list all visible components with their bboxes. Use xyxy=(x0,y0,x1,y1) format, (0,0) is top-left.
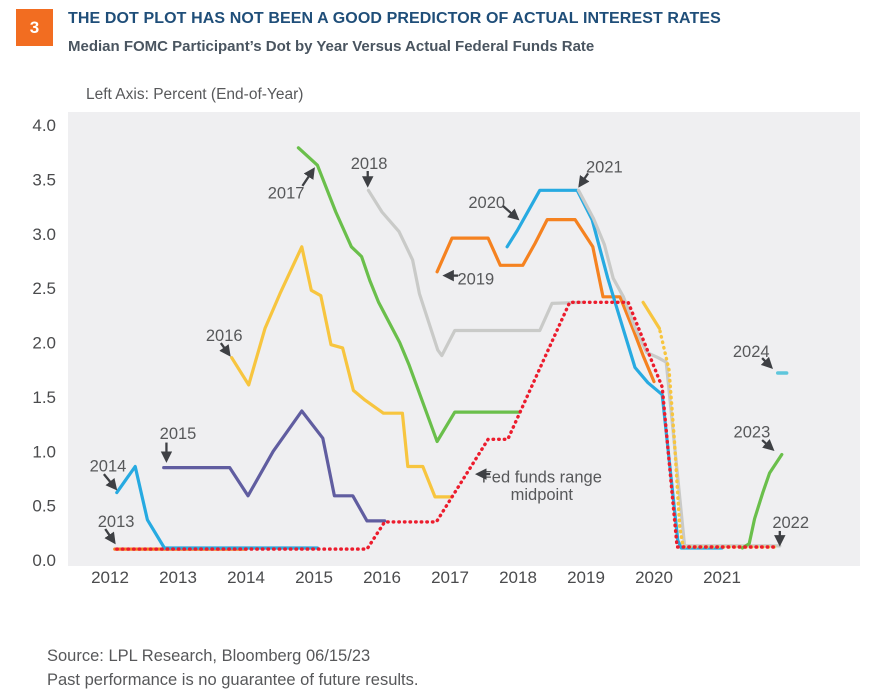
annotation-label: 2020 xyxy=(468,194,505,212)
x-tick-label: 2012 xyxy=(91,568,129,587)
y-tick-label: 3.5 xyxy=(32,170,56,189)
annotation-label: 2015 xyxy=(160,425,197,443)
annotation-label: 2014 xyxy=(90,457,127,475)
y-tick-label: 1.5 xyxy=(32,388,56,407)
y-tick-label: 0.0 xyxy=(32,551,56,570)
series-line-fed-funds-midpoint xyxy=(115,300,780,551)
annotation-arrow xyxy=(761,439,775,451)
y-tick-label: 2.0 xyxy=(32,334,56,353)
y-tick-label: 3.0 xyxy=(32,225,56,244)
x-tick-label: 2014 xyxy=(227,568,265,587)
x-tick-label: 2019 xyxy=(567,568,605,587)
figure-number-badge: 3 xyxy=(16,9,53,46)
left-axis-note: Left Axis: Percent (End-of-Year) xyxy=(86,86,304,103)
annotation-label: 2023 xyxy=(734,424,771,442)
series-line-2018-dot xyxy=(366,188,586,358)
y-tick-label: 0.5 xyxy=(32,497,56,516)
x-tick-label: 2020 xyxy=(635,568,673,587)
x-tick-label: 2021 xyxy=(703,568,741,587)
y-tick-label: 4.0 xyxy=(32,116,56,135)
series-line-2020-dot xyxy=(505,188,724,550)
series-line-2017-dot xyxy=(296,146,522,444)
series-line-2019-dot xyxy=(435,218,656,384)
series-line-2014-dot xyxy=(115,464,319,550)
series-line-2023-dot xyxy=(740,452,784,550)
annotation-arrow xyxy=(578,172,590,188)
chart-subtitle: Median FOMC Participant’s Dot by Year Ve… xyxy=(68,38,595,55)
chart-title: THE DOT PLOT HAS NOT BEEN A GOOD PREDICT… xyxy=(68,10,721,27)
annotation-label: 2022 xyxy=(772,514,809,532)
annotation-arrow xyxy=(219,342,231,357)
series-line-2022-dot-projected xyxy=(657,326,780,549)
x-tick-label: 2013 xyxy=(159,568,197,587)
annotation-label: 2021 xyxy=(586,158,623,176)
x-tick-label: 2016 xyxy=(363,568,401,587)
plot-background xyxy=(68,112,860,566)
annotation-arrow xyxy=(760,356,773,370)
series-line-2016-dot xyxy=(230,245,454,499)
annotation-label: 2018 xyxy=(351,155,388,173)
annotation-label: 2017 xyxy=(268,184,305,202)
annotation-label: 2019 xyxy=(457,270,494,288)
series-line-2015-dot xyxy=(162,409,387,523)
annotation-label: 2013 xyxy=(98,513,135,531)
annotation-label: 2016 xyxy=(206,327,243,345)
source-text: Source: LPL Research, Bloomberg 06/15/23 xyxy=(47,647,371,665)
annotation-arrow xyxy=(502,205,520,221)
annotation-arrow xyxy=(301,167,315,187)
y-tick-label: 1.0 xyxy=(32,442,56,461)
x-tick-label: 2017 xyxy=(431,568,469,587)
disclaimer-text: Past performance is no guarantee of futu… xyxy=(47,671,419,689)
annotation-arrow xyxy=(102,473,118,491)
x-tick-label: 2018 xyxy=(499,568,537,587)
series-line-2021-dot xyxy=(576,188,782,548)
x-tick-label: 2015 xyxy=(295,568,333,587)
annotation-label: Fed funds range midpoint xyxy=(482,468,602,504)
series-line-2022-dot-solid xyxy=(641,300,662,330)
y-tick-label: 2.5 xyxy=(32,279,56,298)
annotation-label: 2024 xyxy=(733,343,770,361)
annotation-arrow xyxy=(104,528,116,545)
